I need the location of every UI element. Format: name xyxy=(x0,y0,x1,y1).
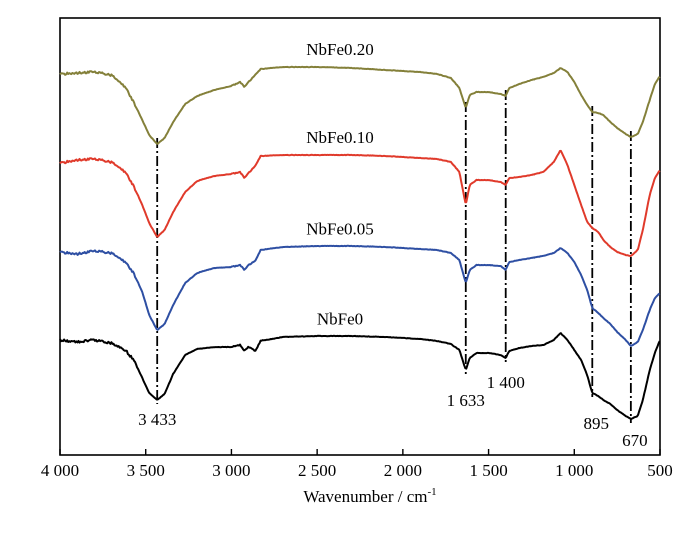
series-labels: NbFe0 NbFe0.05 NbFe0.10 NbFe0.20 xyxy=(306,40,374,329)
x-tick-label-1500: 1 500 xyxy=(469,461,507,480)
peak-label-670: 670 xyxy=(622,431,648,450)
plot-frame xyxy=(59,17,661,456)
series-label-nbfe0-10: NbFe0.10 xyxy=(306,128,374,147)
series-label-nbfe0-05: NbFe0.05 xyxy=(306,220,374,239)
series-line-nbfe0 xyxy=(59,332,661,421)
x-tick-label-4000: 4 000 xyxy=(41,461,79,480)
x-tick-label-2500: 2 500 xyxy=(298,461,336,480)
peak-label-1400: 1 400 xyxy=(487,373,525,392)
x-tick-label-3500: 3 500 xyxy=(127,461,165,480)
x-tick-label-1000: 1 000 xyxy=(555,461,593,480)
x-axis-title: Wavenumber / cm-1 xyxy=(303,486,436,506)
series-line-nbfe0-05 xyxy=(59,244,661,347)
x-tick-label-500: 500 xyxy=(647,461,673,480)
peak-markers xyxy=(156,90,632,423)
series-label-nbfe0-20: NbFe0.20 xyxy=(306,40,374,59)
x-axis-title-superscript: -1 xyxy=(428,486,437,498)
peak-label-1633: 1 633 xyxy=(447,391,485,410)
x-axis-ticks: 4 000 3 500 3 000 2 500 2 000 1 500 1 000 500 xyxy=(41,449,673,480)
peak-label-895: 895 xyxy=(584,414,610,433)
series-label-nbfe0: NbFe0 xyxy=(317,310,363,329)
series-group xyxy=(59,65,661,421)
x-tick-label-2000: 2 000 xyxy=(384,461,422,480)
plot-border xyxy=(59,17,661,456)
peak-label-3433: 3 433 xyxy=(138,410,176,429)
series-line-nbfe0-20 xyxy=(59,65,661,145)
x-tick-label-3000: 3 000 xyxy=(212,461,250,480)
series-line-nbfe0-10 xyxy=(59,149,661,257)
